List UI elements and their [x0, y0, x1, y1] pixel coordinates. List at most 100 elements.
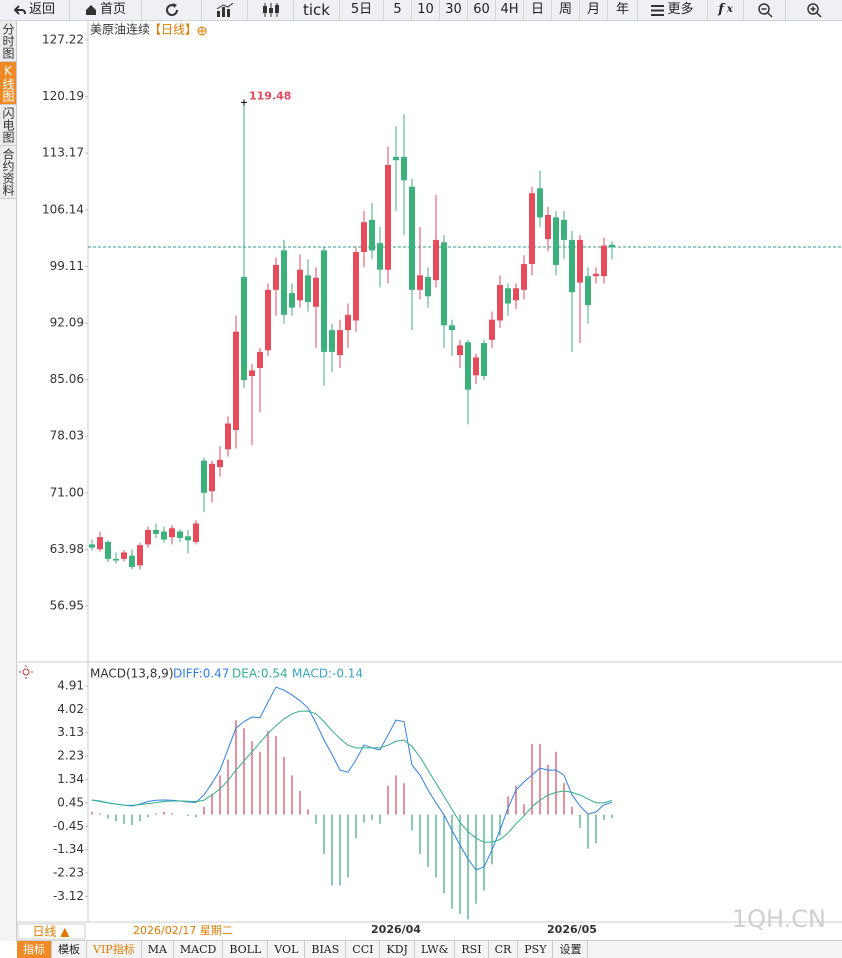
- candle-body: [577, 239, 583, 283]
- period-selector[interactable]: 日线 ▲: [32, 925, 70, 939]
- max-label: 119.48: [249, 89, 291, 102]
- candle-body: [233, 331, 239, 431]
- candle-body: [161, 531, 167, 540]
- candle-body: [465, 342, 471, 390]
- period-button[interactable]: 月: [580, 0, 608, 20]
- y-tick-label: 1.34: [57, 772, 84, 786]
- y-tick-label: -2.23: [53, 866, 84, 880]
- more-label: 更多: [667, 2, 694, 17]
- cursor-date: 2026/02/17 星期二: [133, 924, 233, 937]
- candle-body: [521, 264, 527, 290]
- indicator-tab[interactable]: CCI: [346, 941, 381, 958]
- candle-body: [105, 541, 111, 559]
- zoom-in-button[interactable]: [786, 0, 842, 20]
- add-icon[interactable]: [197, 26, 207, 36]
- candle-body: [561, 219, 567, 240]
- refresh-button[interactable]: [142, 0, 202, 20]
- indicator-tab[interactable]: CR: [489, 941, 519, 958]
- candle-body: [593, 273, 599, 277]
- candle-body: [97, 537, 103, 550]
- period-button[interactable]: 5日: [340, 0, 384, 20]
- indicator-tab[interactable]: MACD: [174, 941, 224, 958]
- indicator-tabs: 指标 模板 VIP指标 MA MACD BOLL VOL BIAS CCI KDJ LW& RSI CR…: [17, 940, 842, 958]
- indicator-tab[interactable]: BOLL: [223, 941, 269, 958]
- candle-body: [409, 186, 415, 290]
- candle-body: [297, 269, 303, 301]
- period-button[interactable]: 日: [524, 0, 552, 20]
- y-tick-label: 4.91: [57, 679, 84, 693]
- y-tick-label: 85.06: [50, 372, 84, 386]
- indicator-tab[interactable]: PSY: [518, 941, 554, 958]
- candle-body: [569, 239, 575, 293]
- period-button[interactable]: 60: [468, 0, 496, 20]
- indicator-tab[interactable]: KDJ: [380, 941, 415, 958]
- legend-entry: MACD:-0.14: [292, 667, 363, 681]
- period-button[interactable]: 5: [384, 0, 412, 20]
- back-button[interactable]: 返回: [0, 0, 70, 20]
- candle-body: [417, 275, 423, 290]
- period-button[interactable]: 4H: [496, 0, 524, 20]
- candle-body: [601, 245, 607, 277]
- y-tick-label: -3.12: [53, 889, 84, 903]
- y-tick-label: 4.02: [57, 702, 84, 716]
- indicator-tab[interactable]: VIP指标: [87, 941, 142, 958]
- y-tick-label: 3.13: [57, 725, 84, 739]
- candle-body: [225, 423, 231, 450]
- candle-body: [457, 345, 463, 356]
- candle-body: [217, 459, 223, 468]
- candle-button[interactable]: [248, 0, 294, 20]
- candle-body: [305, 275, 311, 302]
- period-buttons: 5日 5 10 30 60 4H 日周月年: [340, 0, 638, 20]
- candle-body: [209, 463, 215, 492]
- sidebar-tab[interactable]: 合约资料: [0, 146, 16, 199]
- candle-body: [377, 243, 383, 270]
- period-button[interactable]: 年: [608, 0, 638, 20]
- bar-chart-button[interactable]: [202, 0, 248, 20]
- y-tick-label: 106.14: [42, 202, 84, 216]
- tick-button[interactable]: tick: [294, 0, 340, 20]
- indicator-tab[interactable]: VOL: [268, 941, 306, 958]
- period-button[interactable]: 10: [412, 0, 440, 20]
- candle-body: [441, 242, 447, 326]
- sidebar-tab[interactable]: 闪电图: [0, 105, 16, 146]
- candle-body: [585, 276, 591, 306]
- candle-body: [281, 250, 287, 315]
- candle-body: [481, 343, 487, 377]
- indicator-tab[interactable]: RSI: [455, 941, 489, 958]
- indicator-tab[interactable]: MA: [142, 941, 174, 958]
- candle-body: [433, 239, 439, 281]
- candle-body: [385, 165, 391, 270]
- candle-body: [201, 460, 207, 493]
- candle-body: [89, 544, 95, 548]
- candle-body: [321, 250, 327, 352]
- period-box[interactable]: [17, 923, 86, 940]
- y-tick-label: 127.22: [42, 33, 84, 47]
- sidebar-tab[interactable]: K线图: [0, 62, 16, 105]
- period-button[interactable]: 周: [552, 0, 580, 20]
- sidebar-tab[interactable]: 分时图: [0, 21, 16, 62]
- candle-body: [425, 276, 431, 297]
- zoom-out-button[interactable]: [744, 0, 786, 20]
- candle-body: [137, 545, 143, 566]
- y-tick-label: 78.03: [50, 429, 84, 443]
- indicator-tab[interactable]: 指标: [17, 941, 52, 958]
- y-tick-label: 71.00: [50, 485, 84, 499]
- settings-icon[interactable]: [19, 665, 33, 679]
- indicator-tab[interactable]: 模板: [52, 941, 87, 958]
- legend-entry: DIFF:0.47: [173, 667, 229, 681]
- left-bar: [0, 21, 17, 941]
- indicator-tab[interactable]: 设置: [553, 941, 589, 958]
- candle-body: [449, 325, 455, 331]
- y-tick-label: 63.98: [50, 542, 84, 556]
- home-button[interactable]: 首页: [70, 0, 142, 20]
- candle-body: [265, 289, 271, 351]
- macd-line: [91, 710, 613, 843]
- period-button[interactable]: 30: [440, 0, 468, 20]
- candle-body: [353, 251, 359, 321]
- x-tick-label: 2026/04: [371, 923, 421, 936]
- indicator-tab[interactable]: BIAS: [305, 941, 347, 958]
- candle-body: [513, 288, 519, 301]
- more-button[interactable]: 更多: [638, 0, 708, 20]
- indicator-tab[interactable]: LW&: [415, 941, 456, 958]
